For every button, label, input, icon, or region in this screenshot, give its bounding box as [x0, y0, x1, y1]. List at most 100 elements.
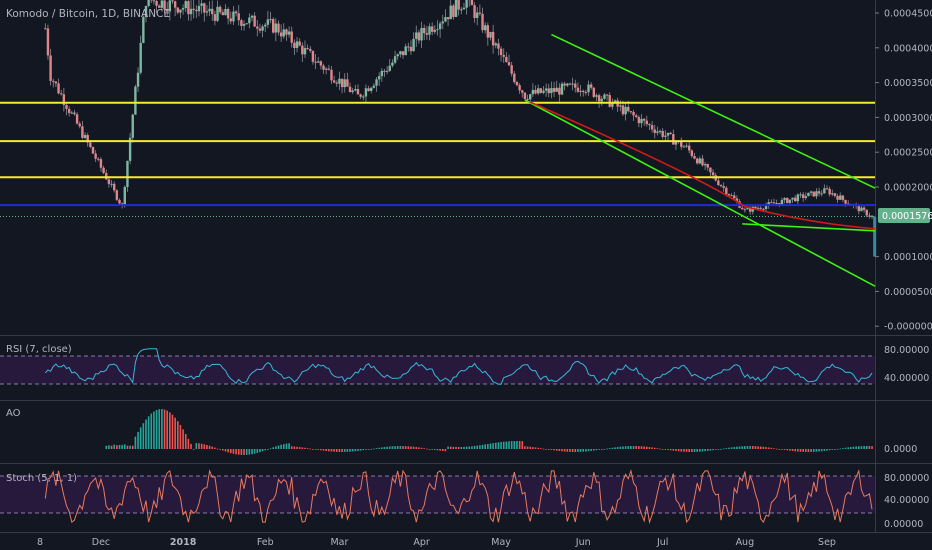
candle-body [489, 31, 492, 38]
ao-bar [783, 449, 786, 450]
rsi-tick-80: 80.00000 [884, 345, 929, 356]
support-line[interactable] [742, 223, 876, 232]
stoch-tick-40: 40.00000 [884, 495, 929, 506]
ao-bar [534, 447, 537, 449]
channel-lower-line[interactable] [524, 99, 876, 287]
ao-bar [131, 445, 134, 449]
candle-body [645, 120, 649, 125]
candle-body [788, 199, 792, 203]
price-pane: Komodo / Bitcoin, 1D, BINANCE 0.00045000… [0, 0, 932, 333]
candle-body [523, 92, 527, 99]
rsi-tick-40: 40.00000 [884, 373, 929, 384]
candle-body [412, 38, 415, 52]
ao-bar [216, 448, 219, 450]
candle-body [404, 46, 407, 56]
candle-body [415, 32, 418, 39]
candle-body [245, 23, 248, 25]
candle-body [298, 41, 301, 46]
candle-body [359, 94, 362, 97]
candle-body [735, 198, 739, 202]
ao-bar [198, 443, 200, 449]
time-axis[interactable]: 8 Dec 2018 Feb Mar Apr May Jun Jul Aug Sep [37, 537, 836, 548]
ao-bar [550, 449, 553, 450]
candle-body [674, 141, 678, 145]
ao-bar [638, 446, 640, 449]
ao-bar [333, 449, 335, 452]
ao-bar [797, 449, 799, 452]
ao-bar [116, 445, 118, 449]
red-curve[interactable] [529, 101, 876, 230]
candle-body [725, 187, 728, 195]
ao-bar [675, 449, 677, 451]
ao-bar [574, 449, 577, 452]
ao-bar [492, 443, 494, 449]
candle-body [552, 88, 556, 92]
ao-bar [664, 449, 667, 450]
candle-body [293, 42, 296, 48]
candle-body [102, 167, 105, 173]
candle-body [605, 94, 609, 96]
ao-bar [717, 449, 720, 450]
candle-body [801, 194, 805, 198]
ao-bar [428, 449, 431, 450]
ao-bar [460, 446, 463, 449]
ao-bar [770, 447, 773, 449]
candle-body [783, 197, 786, 200]
ao-bar [683, 449, 685, 452]
candle-body [870, 215, 874, 217]
ao-bar [463, 446, 465, 449]
ao-bar [222, 449, 224, 451]
candle-body [290, 31, 293, 43]
price-axis[interactable]: 0.0004500 0.0004000 0.0003500 0.0003000 0.00… [875, 9, 932, 333]
channel-upper-line[interactable] [551, 33, 876, 189]
candle-body [346, 79, 349, 87]
ao-bar [701, 449, 704, 452]
ao-bar [309, 448, 312, 450]
candle-body [126, 160, 129, 187]
ao-bar [691, 449, 693, 452]
candle-body [385, 70, 389, 72]
price-tick-label: 0.0003500 [884, 78, 932, 89]
ao-bar [778, 449, 781, 450]
candle-body [62, 94, 66, 105]
ao-bar [214, 447, 216, 449]
candle-body [775, 203, 778, 205]
candle-body [759, 207, 762, 209]
candle-body [547, 88, 550, 94]
ao-bar [839, 448, 842, 450]
ao-bar [736, 446, 738, 449]
ao-bar [301, 447, 304, 449]
ao-bar [290, 446, 293, 449]
candle-body [603, 94, 606, 99]
ao-bar [373, 448, 375, 450]
ao-bar [635, 446, 638, 449]
candle-body [786, 197, 789, 203]
ao-bar [722, 448, 725, 450]
ao-bar [537, 447, 539, 449]
candle-body [229, 18, 232, 22]
ao-bar [200, 443, 203, 449]
ao-bar [232, 449, 235, 454]
ao-bar [524, 446, 526, 449]
ao-bar [386, 446, 388, 449]
ao-bar [714, 449, 717, 450]
time-tick-label: Sep [818, 537, 836, 548]
candle-body [438, 23, 442, 30]
ao-bar [844, 447, 847, 449]
ao-bar [184, 433, 187, 449]
ao-bar [828, 449, 831, 451]
candle-body [309, 48, 312, 51]
candle-body [362, 96, 365, 98]
ao-bar [733, 447, 736, 449]
ao-pane: AO 0.0000 [6, 408, 917, 455]
ao-bar [863, 446, 865, 449]
candle-body [579, 90, 582, 92]
candle-body [208, 8, 211, 12]
ao-bar [802, 449, 804, 452]
candle-body [73, 112, 76, 115]
time-tick-label: Jun [575, 537, 591, 548]
candle-body [399, 51, 402, 55]
ao-bar [754, 446, 757, 449]
ao-bar [812, 449, 815, 452]
candle-body [513, 73, 516, 83]
